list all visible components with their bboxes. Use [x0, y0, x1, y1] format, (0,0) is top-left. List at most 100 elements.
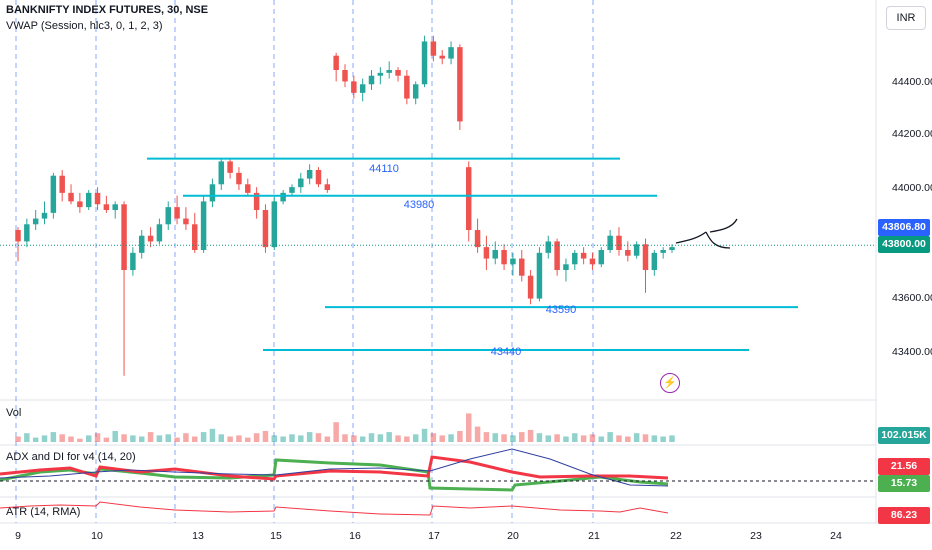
volume-bar — [50, 432, 57, 442]
volume-bar — [138, 436, 145, 442]
candle-body — [15, 230, 21, 242]
volume-bar — [368, 433, 375, 442]
volume-bar — [448, 434, 454, 442]
date-label: 15 — [270, 530, 282, 542]
candle-body — [359, 84, 366, 93]
volume-bar — [465, 413, 472, 442]
candle-body — [103, 204, 110, 210]
volume-bar — [218, 434, 225, 442]
candle-body — [483, 247, 490, 259]
candle-body — [607, 235, 613, 250]
volume-bar — [15, 436, 21, 442]
volume-bar — [412, 434, 419, 442]
candle-body — [165, 207, 171, 225]
volume-bar — [669, 435, 675, 442]
candle-body — [41, 212, 48, 219]
vwap-indicator-label[interactable]: VWAP (Session, hlc3, 0, 1, 2, 3) — [6, 20, 163, 32]
volume-pane-label[interactable]: Vol — [6, 407, 22, 419]
volume-bar — [519, 432, 525, 442]
volume-bar — [439, 435, 445, 442]
symbol-title[interactable]: BANKNIFTY INDEX FUTURES, 30, NSE — [6, 4, 209, 16]
volume-bar — [536, 433, 543, 442]
price-tick: 44400.00 — [892, 76, 932, 88]
candle-body — [660, 250, 666, 253]
candle-body — [377, 72, 384, 76]
candle-body — [218, 161, 225, 185]
candle-body — [253, 192, 260, 210]
atr-pane-label[interactable]: ATR (14, RMA) — [6, 506, 81, 518]
level-label-44110: 44110 — [369, 163, 399, 175]
candle-body — [439, 55, 445, 59]
volume-bar — [103, 437, 110, 442]
candle-body — [554, 241, 560, 270]
volume-bar — [527, 429, 534, 442]
candle-body — [580, 252, 587, 259]
flash-icon[interactable]: ⚡ — [660, 373, 680, 393]
volume-bar — [271, 435, 278, 442]
volume-bar — [324, 436, 331, 442]
volume-bar — [85, 435, 92, 442]
candle-body — [430, 41, 437, 56]
volume-bar — [651, 435, 658, 442]
candle-body — [351, 81, 357, 93]
candle-body — [68, 192, 74, 202]
candle-body — [192, 224, 198, 250]
adx-pane-label[interactable]: ADX and DI for v4 (14, 20) — [6, 451, 136, 463]
volume-bar — [32, 437, 39, 442]
candle-body — [156, 224, 163, 242]
volume-bar — [298, 435, 304, 442]
volume-bar — [77, 438, 83, 442]
candle-body — [24, 224, 30, 242]
volume-bar — [280, 436, 286, 442]
candle-body — [404, 75, 410, 99]
volume-bar — [112, 431, 118, 442]
volume-bar — [156, 435, 163, 442]
candle-body — [138, 235, 145, 253]
candle-body — [112, 204, 118, 210]
volume-bar — [589, 434, 596, 442]
candle-body — [598, 250, 605, 265]
volume-bar — [483, 432, 490, 442]
candle-body — [280, 192, 286, 202]
volume-bar — [395, 435, 401, 442]
volume-bar — [625, 436, 631, 442]
adx-minus-di-line — [0, 455, 669, 481]
volume-bar — [289, 434, 295, 442]
price-tick: 43400.00 — [892, 346, 932, 358]
date-label: 23 — [750, 530, 762, 542]
volume-bar — [430, 433, 437, 442]
candle-body — [501, 250, 507, 265]
currency-button[interactable]: INR — [886, 6, 926, 30]
volume-bar — [165, 434, 171, 442]
adx-line — [0, 448, 669, 487]
candle-body — [448, 47, 454, 59]
atr-badge: 86.23 — [878, 507, 930, 524]
candle-body — [183, 218, 189, 225]
date-label: 13 — [192, 530, 204, 542]
candle-body — [563, 264, 569, 270]
volume-bar — [554, 434, 560, 442]
candle-body — [616, 235, 622, 250]
volume-bar — [510, 435, 516, 442]
volume-bar — [315, 433, 322, 442]
volume-bar — [359, 436, 366, 442]
adx-red-badge: 21.56 — [878, 458, 930, 475]
candle-body — [245, 184, 251, 193]
volume-bar — [183, 433, 189, 442]
volume-bar — [386, 432, 392, 442]
candle-body — [386, 70, 392, 73]
volume-bar — [192, 436, 198, 442]
candle-body — [395, 70, 401, 76]
candle-body — [589, 258, 596, 265]
volume-bar — [94, 433, 101, 442]
candle-body — [262, 210, 269, 248]
candle-body — [342, 70, 348, 82]
candle-body — [289, 187, 295, 193]
candle-body — [130, 252, 136, 270]
volume-bar — [404, 436, 410, 442]
volume-bar — [377, 434, 384, 442]
volume-bar — [59, 434, 65, 442]
candle-body — [457, 47, 463, 122]
